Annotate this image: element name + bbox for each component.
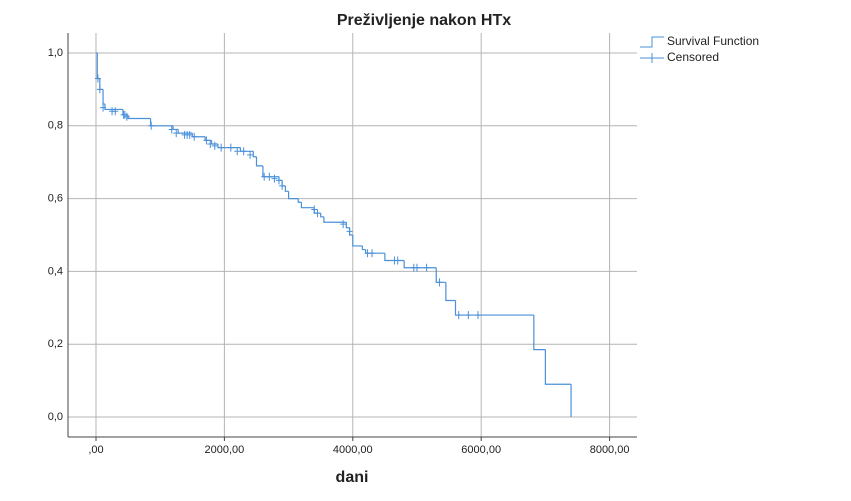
x-tick-label: 6000,00 [461, 444, 501, 456]
legend-icon [640, 36, 664, 48]
survival-step [104, 103, 123, 111]
censored-mark [100, 103, 107, 112]
survival-step [361, 245, 366, 251]
censored-mark [271, 174, 278, 183]
survival-step [323, 216, 347, 223]
censored-mark [148, 121, 155, 130]
censored-mark [455, 311, 462, 320]
legend-icon [640, 53, 664, 63]
x-tick-label: 4000,00 [333, 444, 373, 456]
survival-step [127, 114, 151, 120]
survival-step [102, 89, 105, 105]
censored-mark [436, 278, 443, 287]
x-axis-label: dani [336, 469, 369, 486]
y-tick-label: 0,2 [48, 338, 63, 350]
censored-mark [266, 172, 273, 181]
censored-mark [123, 112, 130, 121]
censored-mark [474, 311, 481, 320]
censored-mark [207, 140, 214, 149]
censored-mark [203, 136, 210, 145]
survival-step [149, 118, 174, 127]
censored-mark [168, 125, 175, 134]
censored-mark [369, 249, 376, 258]
chart-title: Preživljenje nakon HTx [337, 12, 511, 29]
censored-mark [191, 132, 198, 141]
y-tick-label: 0,6 [48, 193, 63, 205]
y-tick-label: 0,8 [48, 120, 63, 132]
censored-mark [340, 220, 347, 229]
survival-step [239, 147, 254, 152]
censored-mark [186, 130, 193, 139]
survival-step [297, 198, 302, 203]
censored-mark [247, 150, 254, 159]
censored-mark [211, 141, 218, 150]
censored-mark [413, 263, 420, 272]
survival-step [365, 249, 385, 254]
survival-step [172, 125, 179, 131]
legend-label: Survival Function [667, 34, 759, 48]
censored-mark [314, 209, 321, 218]
survival-step [252, 151, 257, 158]
survival-step [445, 282, 456, 302]
censored-mark [240, 147, 247, 156]
survival-step [262, 165, 279, 178]
censored-mark [227, 143, 234, 152]
x-tick-label: 8000,00 [590, 444, 630, 456]
y-tick-label: 0,4 [48, 265, 63, 277]
survival-step [544, 349, 572, 385]
censored-mark [275, 176, 282, 185]
censored-mark [94, 74, 101, 83]
survival-step [287, 191, 299, 200]
censored-mark [173, 129, 180, 138]
survival-step [454, 300, 534, 316]
survival-step [533, 315, 546, 351]
survival-step [435, 267, 446, 283]
y-tick-label: 1,0 [48, 47, 63, 59]
survival-step [255, 156, 263, 167]
survival-step [345, 222, 350, 229]
y-tick-label: 0,0 [48, 411, 63, 423]
censored-mark [234, 147, 241, 156]
censored-mark [96, 85, 103, 94]
censored-mark [465, 311, 472, 320]
censored-mark [218, 143, 225, 152]
censored-mark [423, 263, 430, 272]
censored-mark [394, 256, 401, 265]
survival-step [352, 235, 363, 247]
x-tick-label: ,00 [88, 444, 103, 456]
censored-mark [279, 181, 286, 190]
censored-mark [261, 172, 268, 181]
censored-mark [112, 107, 119, 116]
survival-step [320, 213, 324, 218]
x-tick-label: 2000,00 [205, 444, 245, 456]
censored-mark [346, 227, 353, 236]
censored-mark [311, 205, 318, 214]
survival-step [284, 185, 289, 192]
legend-label: Censored [667, 50, 719, 64]
survival-step [403, 260, 437, 269]
survival-step [300, 202, 315, 209]
